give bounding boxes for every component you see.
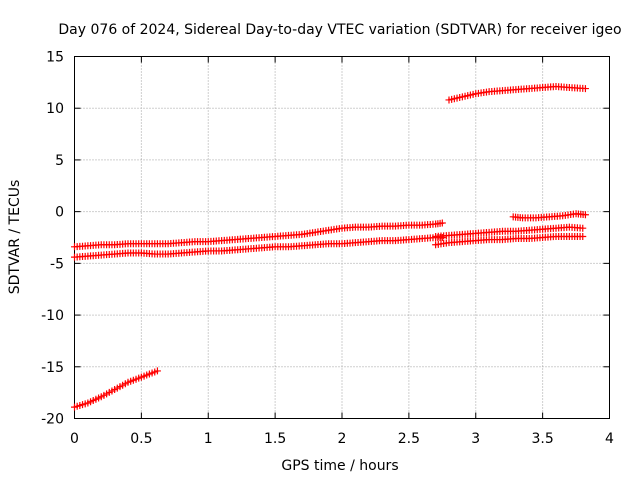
x-tick-label: 2 <box>338 431 347 447</box>
y-tick-label: -10 <box>41 308 64 324</box>
data-points <box>71 82 589 411</box>
y-axis-label: SDTVAR / TECUs <box>7 180 23 295</box>
x-tick-labels: 0 0.5 1 1.5 2 2.5 3 3.5 4 <box>70 431 614 447</box>
x-tick-label: 0 <box>70 431 79 447</box>
x-tick-label: 3 <box>471 431 480 447</box>
data-point <box>438 219 446 227</box>
x-tick-label: 1 <box>204 431 213 447</box>
y-tick-label: -5 <box>50 256 64 272</box>
y-tick-label: -20 <box>41 412 64 428</box>
axis-ticks <box>74 56 610 419</box>
x-tick-label: 2.5 <box>398 431 420 447</box>
data-point <box>581 85 589 93</box>
series-track-d <box>445 82 589 104</box>
series-track-a-lower <box>71 234 446 261</box>
x-tick-label: 0.5 <box>130 431 152 447</box>
x-tick-label: 3.5 <box>531 431 553 447</box>
y-tick-label: 0 <box>55 205 64 221</box>
series-track-b-upper <box>432 223 587 240</box>
x-tick-label: 4 <box>605 431 614 447</box>
x-axis-label: GPS time / hours <box>281 458 398 474</box>
series-track-a-upper <box>71 219 446 251</box>
y-tick-label: 15 <box>46 50 64 66</box>
data-point <box>581 211 589 219</box>
data-point <box>438 234 446 241</box>
chart-title: Day 076 of 2024, Sidereal Day-to-day VTE… <box>58 22 621 38</box>
data-point <box>579 224 587 232</box>
series-track-b-lower <box>432 232 587 249</box>
y-tick-label: 5 <box>55 153 64 169</box>
data-point <box>579 232 587 240</box>
y-tick-labels: -20 -15 -10 -5 0 5 10 15 <box>41 50 64 428</box>
series-track-e <box>71 367 161 411</box>
y-tick-label: 10 <box>46 101 64 117</box>
x-tick-label: 1.5 <box>264 431 286 447</box>
series-track-c <box>509 210 589 222</box>
data-point <box>153 367 161 375</box>
y-tick-label: -15 <box>41 360 64 376</box>
